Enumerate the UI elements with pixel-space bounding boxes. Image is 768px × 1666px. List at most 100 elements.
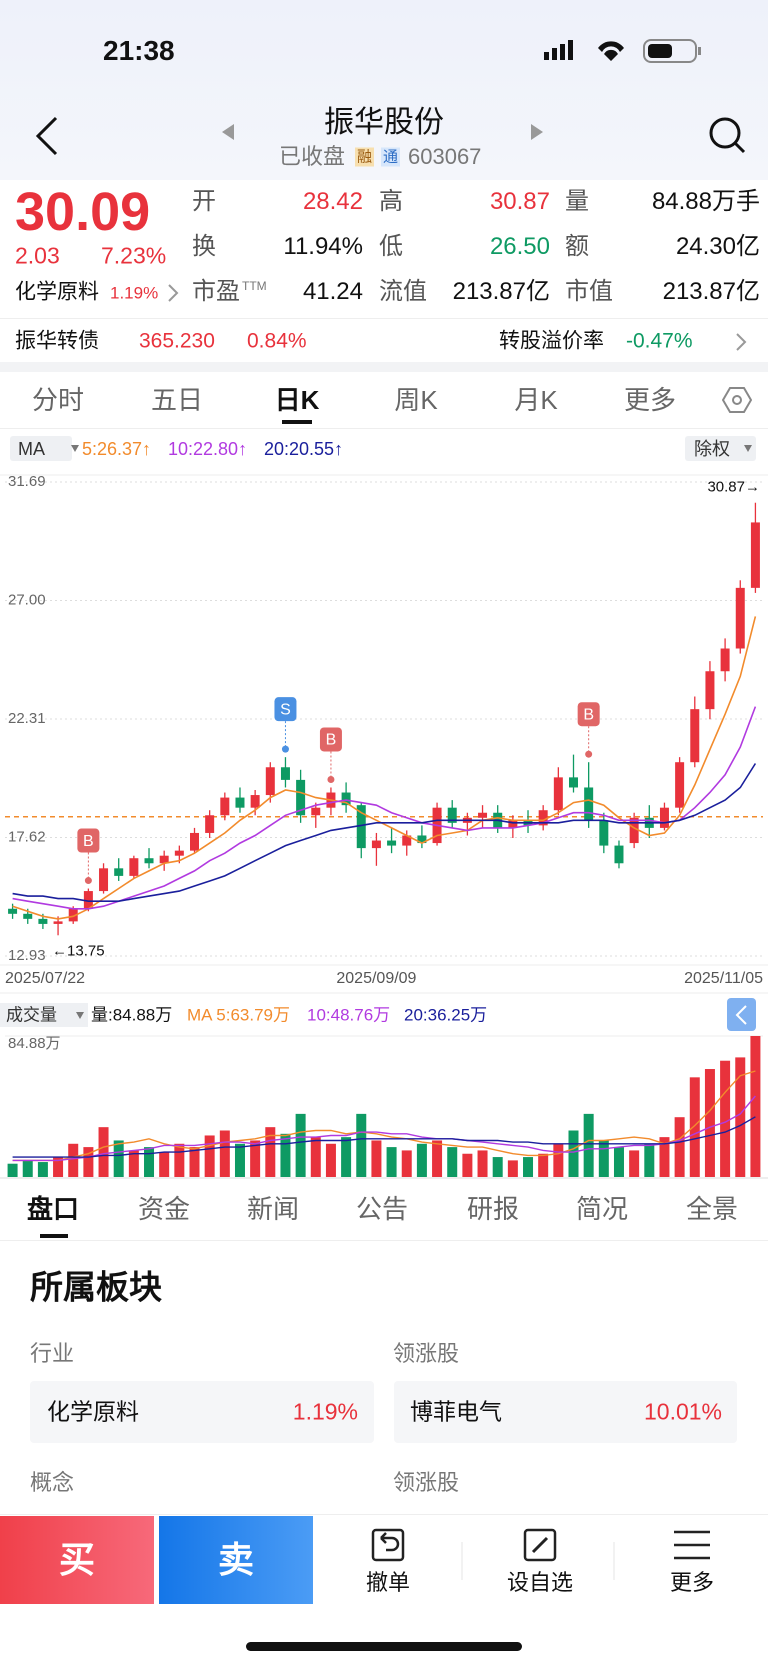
bond-pct: 0.84% [247,329,307,353]
candle-body [99,868,109,892]
volume-bar [325,1143,336,1177]
candle-body [735,587,745,649]
adjust-select[interactable] [685,436,756,461]
ma-line [12,763,757,902]
candle-body [235,797,245,808]
candle-body [690,709,700,763]
status-time: 21:38 [103,35,175,66]
market-status: 已收盘 [279,144,346,169]
candle-body [129,858,139,876]
sector-card[interactable] [394,1381,737,1443]
volume-title[interactable]: 成交量 [6,1005,57,1025]
field-value: 11.94% [283,233,363,260]
sector-card[interactable] [30,1381,374,1443]
adjust-name[interactable]: 除权 [694,439,730,459]
signal-badge [274,697,297,722]
indicator-select[interactable] [10,436,72,461]
volume-ma-line [12,1070,756,1162]
action-label[interactable]: 更多 [669,1570,715,1595]
indicator-name[interactable]: MA [18,439,45,459]
detail-tab[interactable]: 新闻 [246,1194,300,1224]
badge: 融 [355,147,375,167]
volume-bar [219,1130,230,1177]
detail-tab[interactable]: 简况 [575,1194,629,1224]
volume-bar [265,1127,276,1177]
action-label[interactable]: 撤单 [365,1570,411,1595]
field-value: 28.42 [302,188,363,215]
y-tick-label: 31.69 [8,473,46,490]
tab-underline [40,1234,68,1238]
volume-bar [674,1117,685,1177]
volume-bar [68,1143,79,1177]
volume-bar [234,1143,245,1177]
volume-ma-legend: 10:48.76万 [307,1005,391,1025]
candle-body [53,921,63,924]
chart-tab[interactable]: 日K [274,385,320,415]
candle-body [23,913,33,919]
volume-bar [174,1143,185,1177]
lead-pct: 10.01% [643,1398,722,1425]
chevron[interactable] [734,331,748,353]
divider [0,318,768,319]
action-label[interactable]: 设自选 [506,1570,574,1595]
detail-tab[interactable]: 研报 [466,1194,520,1224]
chart-tab[interactable]: 月K [514,385,558,415]
candle-body [538,810,548,826]
volume-ma-legend: 20:36.25万 [404,1005,488,1025]
volume-select[interactable] [0,1003,88,1027]
volume-bar [416,1143,427,1177]
chart-tab[interactable]: 分时 [31,385,85,415]
candle-body [569,777,578,788]
premium-value: -0.47% [626,329,693,353]
price-change: 2.03 [15,242,60,269]
y-tick-label: 12.93 [8,947,46,964]
chart-tab[interactable]: 周K [394,385,438,415]
stock-code: 603067 [408,144,482,169]
candle-body [584,787,594,821]
chart-tab[interactable]: 五日 [150,385,204,415]
volume-bar [144,1147,155,1177]
action-icons [371,1528,710,1580]
detail-tab[interactable]: 盘口 [26,1194,80,1224]
price-change-pct: 7.23% [101,242,167,269]
volume-bar [37,1162,48,1177]
candle-body [83,891,93,909]
sell-label[interactable]: 卖 [217,1539,255,1580]
detail-tab[interactable]: 全景 [685,1194,739,1224]
volume-bar [523,1157,534,1177]
volume-header: 量:84.88万 [91,1005,173,1025]
volume-bar [613,1147,624,1177]
chart-tab[interactable]: 更多 [623,385,677,415]
sell-button[interactable] [159,1516,313,1604]
buy-label[interactable]: 买 [58,1539,96,1580]
settings-button[interactable] [722,386,752,414]
buy-button[interactable] [0,1516,154,1604]
industry[interactable]: 化学原料 [15,280,99,304]
divider [0,428,768,429]
candle-body [629,817,639,844]
stock-switch[interactable] [220,122,550,142]
premium-label: 转股溢价率 [499,329,604,353]
y-tick-label: 27.00 [8,591,46,608]
search-button[interactable] [708,116,748,156]
back-button[interactable] [30,114,66,158]
volume-bar [568,1130,579,1177]
detail-tab[interactable]: 公告 [355,1194,409,1224]
field-sup: TTM [242,279,267,293]
badge: 通 [381,147,401,167]
detail-tab[interactable]: 资金 [137,1194,191,1224]
field-label: 额 [565,233,589,260]
volume-bar [386,1147,397,1177]
volume-bar [704,1069,715,1177]
field-value: 213.87亿 [662,278,760,305]
collapse-button[interactable] [727,998,756,1031]
volume-ma-line [12,1095,756,1162]
candle-body [599,820,609,846]
volume-bar [7,1163,18,1177]
signal-badge [77,828,100,853]
volume-bar [310,1137,321,1177]
ma-legend: 20:20.55↑ [264,439,344,459]
volume-bar [447,1147,458,1177]
x-tick-label: 2025/11/05 [684,970,763,987]
candle-body [356,805,366,849]
